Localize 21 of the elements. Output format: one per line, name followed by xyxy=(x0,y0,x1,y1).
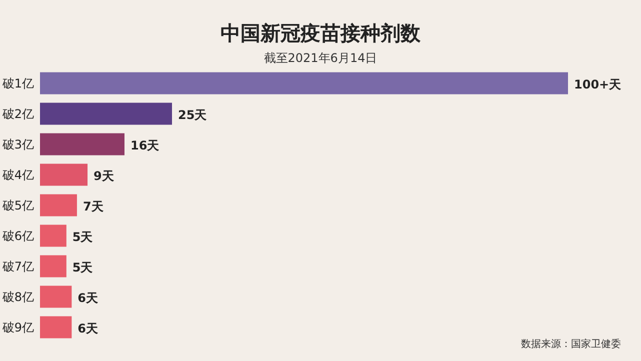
data-label: 7天 xyxy=(82,199,104,214)
data-label: 6天 xyxy=(78,321,100,336)
data-label: 5天 xyxy=(72,260,94,274)
data-label: 5天 xyxy=(72,230,94,244)
annotation: 数据来源：国家卫健委 xyxy=(521,338,621,350)
data-label: 16天 xyxy=(130,138,160,152)
data-label: 6天 xyxy=(78,290,100,305)
y-tick-label: 破1亿 xyxy=(1,76,34,90)
y-tick-label: 破6亿 xyxy=(1,228,34,243)
chart-subtitle: 截至2021年6月14日 xyxy=(264,51,378,65)
y-tick-label: 破7亿 xyxy=(1,259,34,274)
data-label: 9天 xyxy=(94,168,115,183)
chart-title: 中国新冠疫苗接种剂数 xyxy=(220,21,422,45)
y-tick-label: 破5亿 xyxy=(1,198,34,212)
y-tick-label: 破3亿 xyxy=(1,137,34,152)
y-tick-label: 破9亿 xyxy=(1,320,34,334)
y-tick-label: 破4亿 xyxy=(1,168,34,182)
y-tick-label: 破2亿 xyxy=(1,106,34,121)
data-label: 25天 xyxy=(178,108,208,122)
data-label: 100+天 xyxy=(574,77,622,92)
y-tick-label: 破8亿 xyxy=(1,290,34,304)
